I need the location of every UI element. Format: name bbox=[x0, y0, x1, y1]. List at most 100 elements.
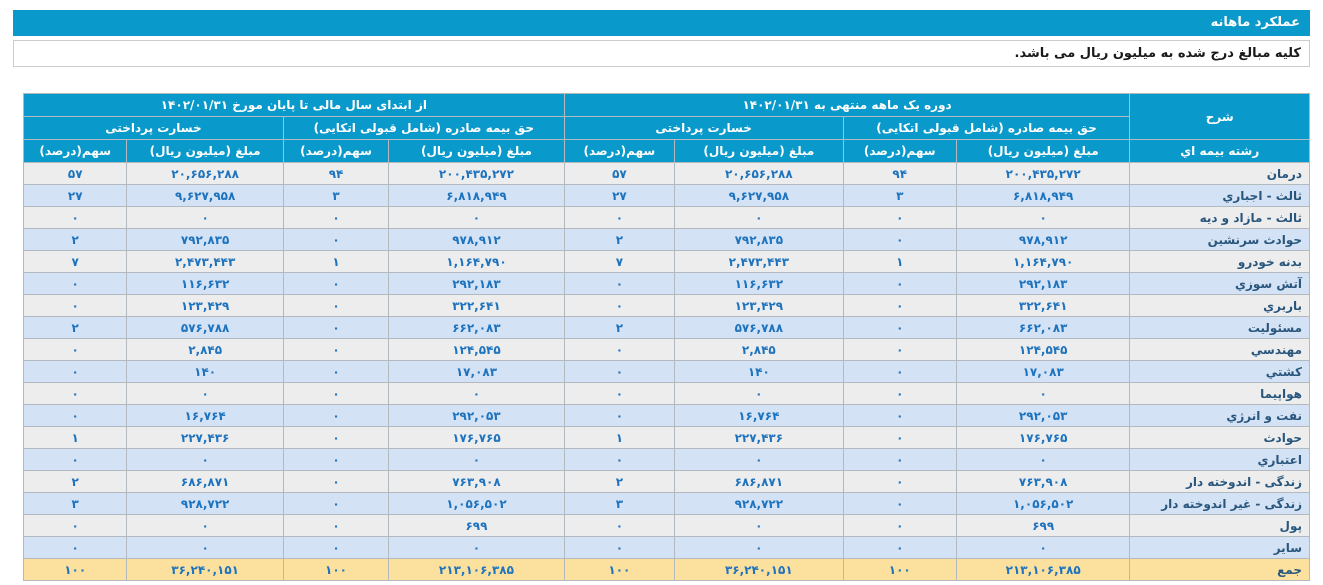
ytd-claims-amount: ۷۹۲,۸۳۵ bbox=[126, 228, 284, 251]
month-premium-amount: ۲۱۳,۱۰۶,۳۸۵ bbox=[955, 558, 1131, 581]
month-premium-share: ۰ bbox=[842, 448, 957, 471]
month-claims-amount: ۷۹۲,۸۳۵ bbox=[674, 228, 844, 251]
ytd-claims-share: ۰ bbox=[22, 272, 128, 295]
ytd-claims-share: ۰ bbox=[22, 536, 128, 559]
insurance-line-label: زندگی - غیر اندوخته دار bbox=[1129, 492, 1310, 515]
ytd-premium-share: ۰ bbox=[282, 338, 390, 361]
table-row: ثالث - مازاد و دیه ۰ ۰ ۰ ۰ ۰ ۰ ۰ ۰ bbox=[22, 206, 1310, 229]
ytd-premium-share: ۹۴ bbox=[282, 162, 390, 185]
month-claims-share: ۳ bbox=[563, 492, 676, 515]
ytd-claims-amount: ۰ bbox=[126, 448, 284, 471]
month-claims-amount: ۰ bbox=[674, 448, 844, 471]
ytd-premium-share: ۰ bbox=[282, 426, 390, 449]
month-claims-amount: ۰ bbox=[674, 382, 844, 405]
insurance-line-label: جمع bbox=[1129, 558, 1310, 581]
ytd-premium-share: ۳ bbox=[282, 184, 390, 207]
month-premium-amount: ۲۰۰,۴۳۵,۲۷۲ bbox=[955, 162, 1131, 185]
insurance-line-label: ثالث - اجباري bbox=[1129, 184, 1310, 207]
header-ytd-premium-share: سهم(درصد) bbox=[282, 139, 390, 163]
ytd-claims-share: ۱۰۰ bbox=[22, 558, 128, 581]
month-premium-share: ۹۴ bbox=[842, 162, 957, 185]
header-month-claims-group: خسارت پرداختی bbox=[563, 116, 844, 140]
header-month-claims-amount: مبلغ (میلیون ریال) bbox=[674, 139, 844, 163]
ytd-premium-share: ۰ bbox=[282, 514, 390, 537]
month-claims-amount: ۱۶,۷۶۴ bbox=[674, 404, 844, 427]
ytd-premium-amount: ۱,۱۶۴,۷۹۰ bbox=[388, 250, 565, 273]
month-premium-amount: ۶۶۲,۰۸۳ bbox=[955, 316, 1131, 339]
month-premium-amount: ۰ bbox=[955, 448, 1131, 471]
page: عملکرد ماهانه کلیه مبالغ درج شده به میلی… bbox=[13, 10, 1310, 581]
header-ytd-claims-amount: مبلغ (میلیون ریال) bbox=[126, 139, 284, 163]
table-row: پول ۶۹۹ ۰ ۰ ۰ ۶۹۹ ۰ ۰ ۰ bbox=[22, 514, 1310, 537]
month-claims-amount: ۱۴۰ bbox=[674, 360, 844, 383]
insurance-line-label: ثالث - مازاد و دیه bbox=[1129, 206, 1310, 229]
month-claims-amount: ۹,۶۲۷,۹۵۸ bbox=[674, 184, 844, 207]
month-premium-share: ۰ bbox=[842, 404, 957, 427]
ytd-claims-amount: ۳۶,۲۴۰,۱۵۱ bbox=[126, 558, 284, 581]
month-claims-share: ۱ bbox=[563, 426, 676, 449]
ytd-claims-amount: ۹۲۸,۷۲۲ bbox=[126, 492, 284, 515]
insurance-line-label: حوادث سرنشین bbox=[1129, 228, 1310, 251]
month-premium-amount: ۷۶۳,۹۰۸ bbox=[955, 470, 1131, 493]
month-claims-amount: ۰ bbox=[674, 206, 844, 229]
ytd-claims-amount: ۰ bbox=[126, 206, 284, 229]
header-month-premium-amount: مبلغ (میلیون ریال) bbox=[955, 139, 1131, 163]
ytd-premium-amount: ۲۹۲,۱۸۳ bbox=[388, 272, 565, 295]
ytd-premium-amount: ۳۲۲,۶۴۱ bbox=[388, 294, 565, 317]
table-row: ثالث - اجباري ۶,۸۱۸,۹۴۹ ۳ ۹,۶۲۷,۹۵۸ ۲۷ ۶… bbox=[22, 184, 1310, 207]
month-claims-share: ۵۷ bbox=[563, 162, 676, 185]
ytd-premium-amount: ۱۷,۰۸۳ bbox=[388, 360, 565, 383]
ytd-premium-share: ۰ bbox=[282, 206, 390, 229]
month-premium-amount: ۱,۱۶۴,۷۹۰ bbox=[955, 250, 1131, 273]
insurance-line-label: بدنه خودرو bbox=[1129, 250, 1310, 273]
insurance-line-label: زندگی - اندوخته دار bbox=[1129, 470, 1310, 493]
month-claims-share: ۲ bbox=[563, 470, 676, 493]
ytd-premium-share: ۰ bbox=[282, 470, 390, 493]
ytd-premium-share: ۰ bbox=[282, 228, 390, 251]
table-row: آتش سوزي ۲۹۲,۱۸۳ ۰ ۱۱۶,۶۳۲ ۰ ۲۹۲,۱۸۳ ۰ ۱… bbox=[22, 272, 1310, 295]
insurance-line-label: آتش سوزي bbox=[1129, 272, 1310, 295]
header-period-ytd: از ابتدای سال مالی تا پایان مورخ ۱۴۰۲/۰۱… bbox=[23, 93, 565, 117]
month-premium-amount: ۱۲۴,۵۴۵ bbox=[955, 338, 1131, 361]
ytd-claims-share: ۱ bbox=[22, 426, 128, 449]
insurance-line-label: حوادث bbox=[1129, 426, 1310, 449]
ytd-premium-share: ۰ bbox=[282, 360, 390, 383]
header-ytd-claims-share: سهم(درصد) bbox=[22, 139, 128, 163]
ytd-claims-share: ۰ bbox=[22, 448, 128, 471]
table-header: شرح دوره یک ماهه منتهی به ۱۴۰۲/۰۱/۳۱ از … bbox=[22, 93, 1310, 163]
ytd-claims-share: ۳ bbox=[22, 492, 128, 515]
table-row: حوادث ۱۷۶,۷۶۵ ۰ ۲۲۷,۴۳۶ ۱ ۱۷۶,۷۶۵ ۰ ۲۲۷,… bbox=[22, 426, 1310, 449]
month-claims-share: ۲ bbox=[563, 228, 676, 251]
ytd-claims-amount: ۰ bbox=[126, 382, 284, 405]
month-premium-amount: ۹۷۸,۹۱۲ bbox=[955, 228, 1131, 251]
month-premium-share: ۰ bbox=[842, 492, 957, 515]
month-claims-share: ۰ bbox=[563, 294, 676, 317]
ytd-claims-share: ۰ bbox=[22, 514, 128, 537]
ytd-premium-amount: ۶۹۹ bbox=[388, 514, 565, 537]
month-claims-amount: ۰ bbox=[674, 514, 844, 537]
month-premium-share: ۰ bbox=[842, 426, 957, 449]
month-premium-amount: ۰ bbox=[955, 536, 1131, 559]
month-claims-share: ۰ bbox=[563, 404, 676, 427]
ytd-premium-share: ۰ bbox=[282, 294, 390, 317]
insurance-line-label: مهندسي bbox=[1129, 338, 1310, 361]
ytd-claims-amount: ۹,۶۲۷,۹۵۸ bbox=[126, 184, 284, 207]
ytd-premium-share: ۰ bbox=[282, 272, 390, 295]
month-claims-amount: ۵۷۶,۷۸۸ bbox=[674, 316, 844, 339]
table-row: بدنه خودرو ۱,۱۶۴,۷۹۰ ۱ ۲,۴۷۳,۴۴۳ ۷ ۱,۱۶۴… bbox=[22, 250, 1310, 273]
insurance-line-label: سایر bbox=[1129, 536, 1310, 559]
ytd-premium-amount: ۷۶۳,۹۰۸ bbox=[388, 470, 565, 493]
month-premium-amount: ۱,۰۵۶,۵۰۲ bbox=[955, 492, 1131, 515]
month-premium-share: ۰ bbox=[842, 536, 957, 559]
month-premium-share: ۰ bbox=[842, 206, 957, 229]
ytd-claims-share: ۰ bbox=[22, 294, 128, 317]
insurance-line-label: مسئولیت bbox=[1129, 316, 1310, 339]
ytd-claims-share: ۲ bbox=[22, 228, 128, 251]
month-premium-amount: ۰ bbox=[955, 206, 1131, 229]
ytd-premium-amount: ۶,۸۱۸,۹۴۹ bbox=[388, 184, 565, 207]
table-row: سایر ۰ ۰ ۰ ۰ ۰ ۰ ۰ ۰ bbox=[22, 536, 1310, 559]
ytd-premium-amount: ۰ bbox=[388, 536, 565, 559]
month-claims-amount: ۳۶,۲۴۰,۱۵۱ bbox=[674, 558, 844, 581]
insurance-line-label: پول bbox=[1129, 514, 1310, 537]
note-bar: کلیه مبالغ درج شده به میلیون ریال می باش… bbox=[13, 40, 1310, 67]
